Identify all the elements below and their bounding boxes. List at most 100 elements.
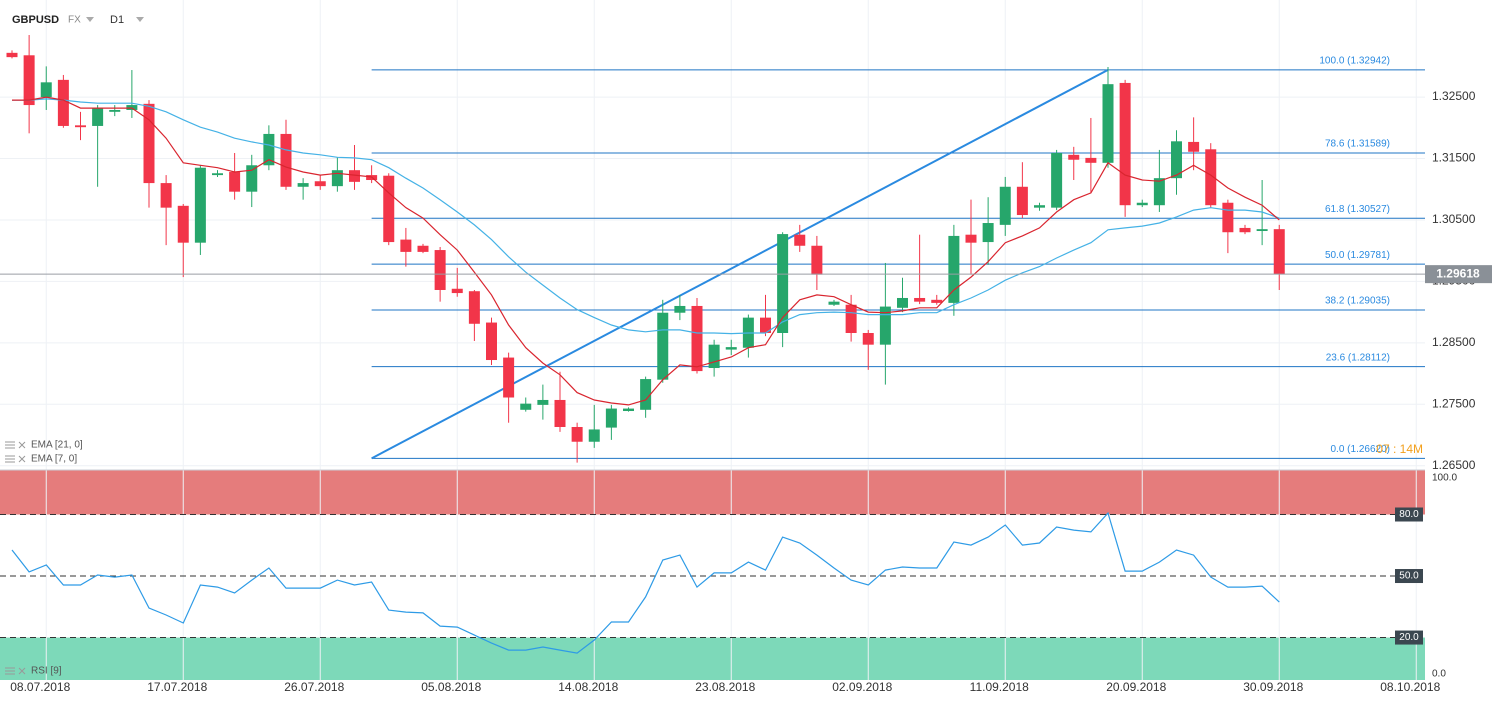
x-tick-label: 23.08.2018 <box>695 680 755 694</box>
candle-body <box>1239 227 1251 233</box>
y-tick-label: 1.32500 <box>1432 89 1476 103</box>
fib-label: 0.0 (1.26620) <box>1331 444 1391 455</box>
candle-body <box>982 223 994 243</box>
candle-body <box>554 399 566 427</box>
symbol[interactable]: GBPUSD <box>12 14 59 26</box>
x-tick-label: 05.08.2018 <box>421 680 481 694</box>
last-price-box <box>1425 265 1492 284</box>
level-box <box>1395 630 1423 645</box>
candle-body <box>897 297 908 308</box>
candle-body <box>468 291 480 324</box>
candle-body <box>109 109 121 112</box>
legend-entry[interactable]: EMA [21, 0] <box>31 440 83 451</box>
candle-body <box>640 379 652 410</box>
candle-body <box>1034 205 1045 208</box>
candle-body <box>1171 141 1182 179</box>
candle-body <box>75 125 86 128</box>
candle-body <box>1085 157 1097 163</box>
candle-body <box>674 305 686 313</box>
candle-body <box>23 55 35 106</box>
candle-body <box>349 170 360 182</box>
overbought-zone <box>0 470 1425 515</box>
legend-icons <box>5 441 26 675</box>
ema-line <box>12 96 1280 406</box>
candle-body <box>40 82 52 98</box>
candle-body <box>486 322 497 361</box>
candle-body <box>263 133 275 166</box>
y-tick-label: 1.27500 <box>1432 396 1476 410</box>
x-tick-label: 08.07.2018 <box>10 680 70 694</box>
candle-body <box>1102 84 1114 163</box>
fib-label: 23.6 (1.28112) <box>1326 352 1390 363</box>
candle-body <box>657 312 669 380</box>
candle-body <box>451 288 463 294</box>
candle-body <box>383 175 395 243</box>
legend-entry[interactable]: RSI [9] <box>31 666 62 677</box>
candle-body <box>999 186 1011 225</box>
candle-body <box>177 205 189 243</box>
candle-body <box>965 234 977 243</box>
candle-body <box>1205 149 1217 206</box>
level-box <box>1395 507 1423 522</box>
candle-body <box>1051 152 1063 208</box>
candle-body <box>417 245 429 252</box>
dropdown-arrow[interactable] <box>86 17 94 22</box>
candle-body <box>92 108 104 126</box>
level-box <box>1395 569 1423 584</box>
y-tick-label: 100.0 <box>1432 473 1457 484</box>
marks: 100.0 (1.32942) 78.6 (1.31589) 61.8 (1.305… <box>0 35 1425 654</box>
candle-body <box>1016 186 1028 216</box>
x-tick-label: 14.08.2018 <box>558 680 618 694</box>
candle-body <box>708 344 720 369</box>
candle-body <box>280 133 292 187</box>
candle-body <box>828 301 840 305</box>
candle-body <box>400 239 412 252</box>
market[interactable]: FX <box>68 15 81 26</box>
y-tick-label: 80.0 <box>1399 509 1419 520</box>
legend-entry[interactable]: EMA [7, 0] <box>31 454 77 465</box>
y-tick-label: 1.28500 <box>1432 335 1476 349</box>
candle-timer: 07 : 14M <box>1376 442 1423 456</box>
candle-body <box>503 357 515 398</box>
candle-body <box>229 172 241 192</box>
fib-label: 100.0 (1.32942) <box>1319 56 1390 67</box>
rsi-line <box>11 511 1280 654</box>
x-tick-label: 02.09.2018 <box>832 680 892 694</box>
fib-label: 78.6 (1.31589) <box>1325 139 1390 150</box>
x-tick-label: 26.07.2018 <box>284 680 344 694</box>
candle-body <box>862 332 874 345</box>
candle-body <box>845 304 857 333</box>
axis: 1.325001.315001.305001.295001.285001.275… <box>10 89 1492 694</box>
candle-body <box>760 317 771 333</box>
y-tick-label: 50.0 <box>1399 571 1419 582</box>
candle-body <box>537 399 549 405</box>
fib-label: 61.8 (1.30527) <box>1325 204 1390 215</box>
candle-body <box>6 52 18 58</box>
dropdown-arrow[interactable] <box>136 17 144 22</box>
y-tick-label: 1.26500 <box>1432 458 1476 472</box>
y-tick-label: 20.0 <box>1399 632 1419 643</box>
timeframe[interactable]: D1 <box>110 14 124 26</box>
candle-body <box>331 170 343 187</box>
candle-body <box>1068 154 1080 160</box>
oversold-zone <box>0 637 1425 680</box>
candle-body <box>794 234 806 246</box>
x-tick-label: 30.09.2018 <box>1243 680 1303 694</box>
candle-body <box>212 173 223 176</box>
candle-body <box>314 181 326 187</box>
candle-body <box>879 306 891 345</box>
x-tick-label: 11.09.2018 <box>970 680 1029 694</box>
candle-body <box>571 426 583 442</box>
zones <box>0 470 1425 680</box>
candle-body <box>1222 202 1234 233</box>
candle-body <box>1256 229 1268 232</box>
candle-body <box>57 79 69 126</box>
candle-body <box>160 183 172 208</box>
candle-body <box>246 165 258 192</box>
candle-body <box>1273 229 1285 275</box>
candle-body <box>143 103 155 184</box>
fib-label: 38.2 (1.29035) <box>1325 296 1390 307</box>
last-price-label: 1.29618 <box>1436 266 1480 280</box>
